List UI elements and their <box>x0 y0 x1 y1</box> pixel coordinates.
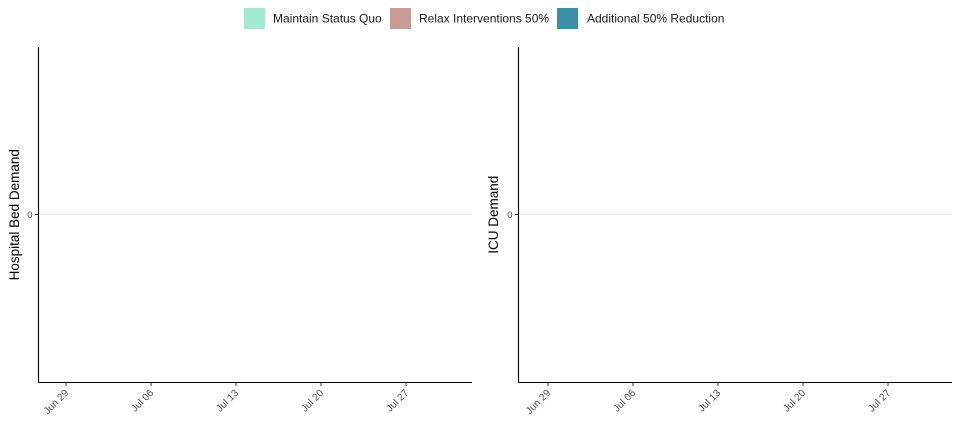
y-tick-label: 0 <box>507 210 512 221</box>
y-axis-title: ICU Demand <box>486 176 501 254</box>
legend-swatch <box>244 8 265 29</box>
legend-swatch <box>557 8 578 29</box>
x-tick-label: Jul 13 <box>214 388 241 415</box>
x-tick-label: Jul 13 <box>696 388 723 415</box>
x-tick-label: Jul 20 <box>299 388 326 415</box>
legend-item: Relax Interventions 50% <box>390 8 549 29</box>
x-tick-label: Jun 29 <box>42 388 71 417</box>
legend-label: Maintain Status Quo <box>273 12 382 26</box>
x-tick-label: Jul 27 <box>384 388 411 415</box>
chart-panel: 0 Jun 29 Jul 06 Jul 13 Jul 20 Jul 27 ICU Deman… <box>486 47 952 417</box>
x-tick-label: Jun 29 <box>524 388 553 417</box>
x-tick-label: Jul 06 <box>129 388 156 415</box>
legend-item: Additional 50% Reduction <box>557 8 724 29</box>
chart-panel: 0 Jun 29 Jul 06 Jul 13 Jul 20 Jul 27 Hospital … <box>7 47 472 417</box>
x-tick-label: Jul 27 <box>866 388 893 415</box>
legend-item: Maintain Status Quo <box>244 8 382 29</box>
x-tick-label: Jul 20 <box>781 388 808 415</box>
legend-label: Relax Interventions 50% <box>419 12 549 26</box>
y-tick-label: 0 <box>27 210 32 221</box>
legend-swatch <box>390 8 411 29</box>
y-axis-title: Hospital Bed Demand <box>7 149 22 280</box>
panels: 0 Jun 29 Jul 06 Jul 13 Jul 20 Jul 27 Hospital … <box>7 47 952 417</box>
x-tick-label: Jul 06 <box>611 388 638 415</box>
legend: Maintain Status Quo Relax Interventions 5… <box>244 8 724 29</box>
legend-label: Additional 50% Reduction <box>587 12 724 26</box>
